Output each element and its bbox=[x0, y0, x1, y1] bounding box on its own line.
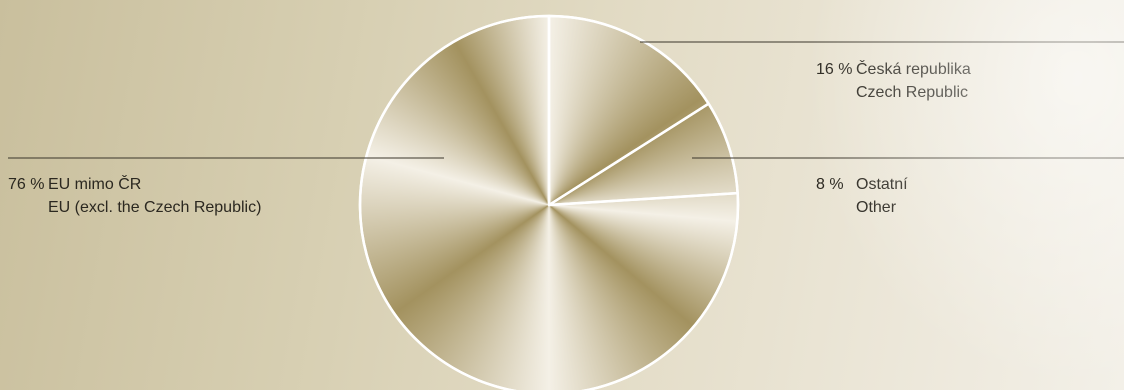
pie-slice-0 bbox=[547, 14, 710, 207]
pie-slice-1 bbox=[547, 102, 739, 207]
slice-percent: 8 % bbox=[816, 176, 844, 193]
pie-slice-2 bbox=[358, 14, 740, 390]
slice-label-en: Other bbox=[856, 199, 897, 216]
slice-label-en: EU (excl. the Czech Republic) bbox=[48, 199, 262, 216]
slice-label-cz: EU mimo ČR bbox=[48, 176, 142, 193]
slice-percent: 76 % bbox=[8, 176, 45, 193]
pie-outline bbox=[358, 14, 740, 390]
slice-label-en: Czech Republic bbox=[856, 84, 969, 101]
slice-label-czech-republic: 16 % Česká republika Czech Republic bbox=[816, 58, 971, 104]
slice-label-cz: Česká republika bbox=[856, 61, 971, 78]
slice-label-eu-excl-cz: 76 % EU mimo ČR EU (excl. the Czech Repub… bbox=[8, 173, 261, 219]
slice-label-cz: Ostatní bbox=[856, 176, 908, 193]
slice-percent: 16 % bbox=[816, 61, 853, 78]
slice-label-other: 8 % Ostatní Other bbox=[816, 173, 908, 219]
